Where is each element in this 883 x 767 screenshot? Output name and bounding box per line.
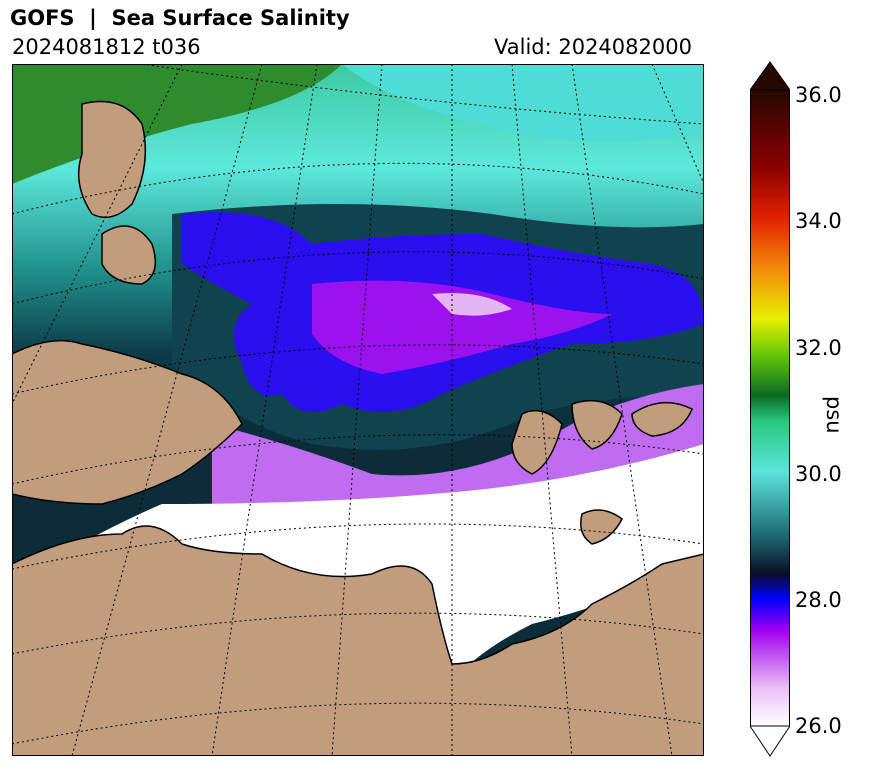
severnaya-zemlya-3 bbox=[631, 401, 693, 437]
severnaya-zemlya-1 bbox=[511, 409, 563, 475]
graticule bbox=[12, 64, 704, 756]
colorbar-max-extend bbox=[750, 61, 790, 91]
franz-josef-island bbox=[101, 225, 157, 285]
run-time: 2024081812 t036 bbox=[12, 35, 201, 59]
map-title: GOFS | Sea Surface Salinity bbox=[10, 6, 350, 30]
salinity-map bbox=[12, 64, 704, 756]
severnaya-zemlya-2 bbox=[571, 399, 623, 450]
colorbar bbox=[750, 61, 790, 757]
cb-tick-34: 34.0 bbox=[795, 209, 842, 233]
fresh-plume-purple bbox=[312, 280, 612, 374]
teal-band bbox=[342, 64, 704, 142]
colorbar-label: psu bbox=[822, 396, 846, 434]
colorbar-gradient bbox=[750, 89, 790, 727]
cb-tick-32: 32.0 bbox=[795, 336, 842, 360]
kola-peninsula bbox=[12, 339, 243, 505]
island-east bbox=[580, 509, 623, 545]
green-band bbox=[12, 64, 342, 184]
valid-time: Valid: 2024082000 bbox=[494, 35, 692, 59]
siberian-mainland bbox=[12, 525, 704, 756]
cb-tick-36: 36.0 bbox=[795, 83, 842, 107]
svalbard-island bbox=[77, 100, 147, 219]
cb-tick-28: 28.0 bbox=[795, 588, 842, 612]
colorbar-min-extend bbox=[750, 725, 790, 757]
cb-tick-26: 26.0 bbox=[795, 714, 842, 738]
cb-tick-30: 30.0 bbox=[795, 462, 842, 486]
